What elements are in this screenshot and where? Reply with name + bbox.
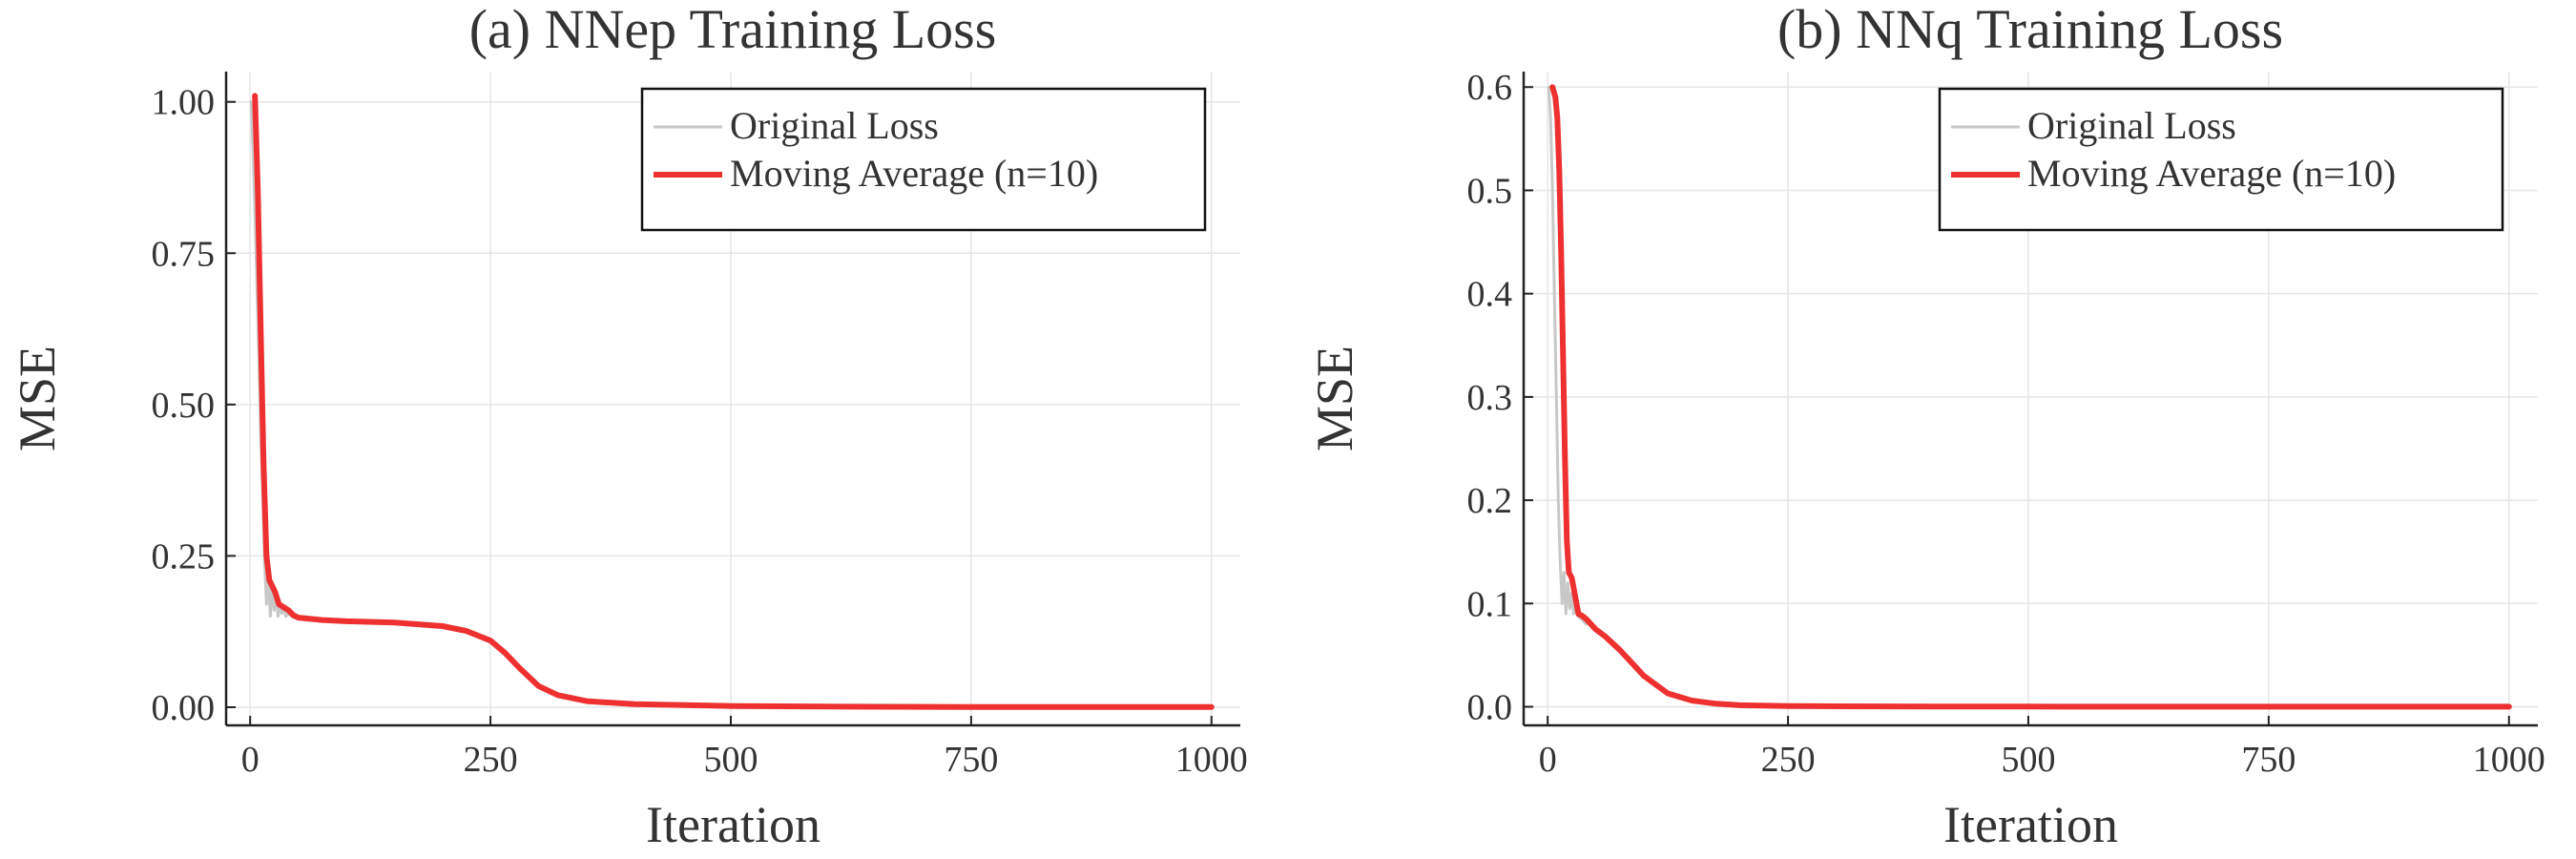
x-tick-label: 250 <box>464 740 518 780</box>
legend-box <box>640 87 1207 232</box>
legend-label: Moving Average (n=10) <box>2027 152 2396 195</box>
x-tick-label: 500 <box>703 740 758 780</box>
y-tick-label: 0.50 <box>152 386 216 426</box>
legend-label: Moving Average (n=10) <box>730 152 1098 195</box>
legend-box <box>1938 87 2504 232</box>
x-axis-label: Iteration <box>1943 796 2118 853</box>
series-line-moving-average <box>252 93 1215 710</box>
x-tick-label: 0 <box>241 740 260 780</box>
x-axis-label: Iteration <box>646 796 821 853</box>
chart-title: (a) NNep Training Loss <box>469 0 997 60</box>
x-tick-label: 750 <box>944 740 998 780</box>
x-tick-label: 250 <box>1761 740 1816 780</box>
y-tick-label: 0.5 <box>1467 171 1513 211</box>
y-tick-label: 0.00 <box>152 688 216 728</box>
legend: Original Loss Moving Average (n=10) <box>1938 87 2504 232</box>
y-tick-label: 0.6 <box>1467 68 1513 108</box>
y-tick-label: 0.25 <box>152 536 216 576</box>
chart-panel-2: 0 250 500 750 1000 0.0 0.1 0.2 0.3 0.4 0.5 0.6 (b) N… <box>1306 0 2545 853</box>
chart-panel-1: 0 250 500 750 1000 0.00 0.25 0.50 0.75 1.00 (a) NN… <box>9 0 1248 853</box>
x-tick-label: 750 <box>2241 740 2296 780</box>
y-tick-label: 0.0 <box>1467 688 1513 728</box>
y-tick-label: 0.2 <box>1467 481 1513 521</box>
y-tick-label: 0.3 <box>1467 378 1513 418</box>
y-tick-label: 0.4 <box>1467 275 1513 315</box>
x-tick-label: 1000 <box>2473 740 2545 780</box>
y-tick-label: 0.75 <box>152 234 216 274</box>
y-axis-label: MSE <box>1306 346 1363 451</box>
legend: Original Loss Moving Average (n=10) <box>640 87 1207 232</box>
y-axis-label: MSE <box>9 346 66 451</box>
legend-label: Original Loss <box>730 104 939 147</box>
chart-title: (b) NNq Training Loss <box>1777 0 2283 60</box>
y-tick-label: 0.1 <box>1467 584 1513 624</box>
series-line-moving-average <box>1549 84 2512 710</box>
x-tick-label: 0 <box>1539 740 1557 780</box>
x-tick-label: 1000 <box>1175 740 1248 780</box>
legend-label: Original Loss <box>2027 104 2236 147</box>
x-tick-label: 500 <box>2001 740 2055 780</box>
y-tick-label: 1.00 <box>152 83 216 123</box>
